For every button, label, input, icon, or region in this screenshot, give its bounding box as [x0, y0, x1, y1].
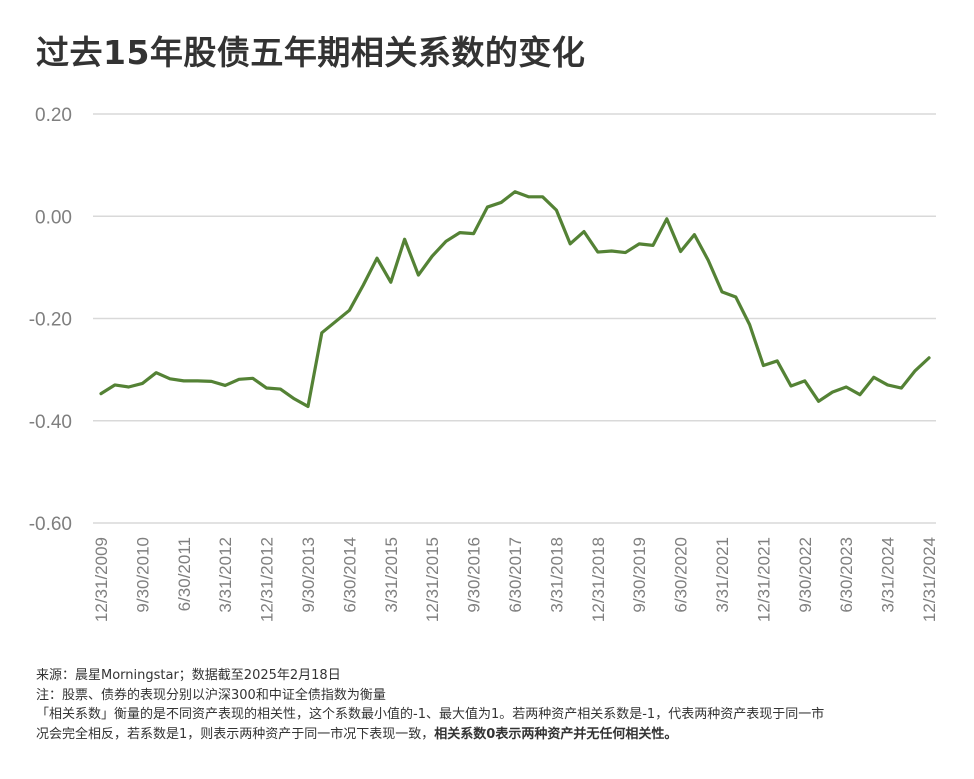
x-tick-label: 3/31/2012 — [216, 537, 235, 613]
x-tick-label: 12/31/2018 — [589, 537, 608, 622]
x-tick-label: 9/30/2016 — [465, 537, 484, 613]
y-tick-label: 0.00 — [35, 207, 72, 228]
x-tick-label: 12/31/2012 — [258, 537, 277, 622]
x-tick-label: 6/30/2020 — [672, 537, 691, 613]
series-line — [99, 190, 931, 409]
definition-note-text: 况会完全相反，若系数是1，则表示两种资产于同一市况下表现一致， — [36, 726, 435, 742]
x-tick-label: 6/30/2023 — [837, 537, 856, 613]
x-tick-label: 12/31/2024 — [920, 537, 939, 622]
x-tick-label: 3/31/2015 — [382, 537, 401, 613]
gridlines — [93, 113, 936, 524]
series-group — [99, 190, 931, 409]
x-axis-ticks: 12/31/2009 9/30/2010 6/30/2011 3/31/2012 12/… — [92, 537, 939, 622]
line-chart: 0.20 0.00 -0.20 -0.40 -0.60 12/31/2009 9/30/2… — [29, 105, 939, 622]
y-tick-label: -0.40 — [29, 412, 72, 433]
x-tick-label: 9/30/2022 — [796, 537, 815, 613]
y-tick-label: 0.20 — [35, 105, 72, 126]
source-note: 来源：晨星Morningstar；数据截至2025年2月18日 — [36, 668, 341, 683]
x-tick-label: 12/31/2021 — [754, 537, 773, 622]
definition-note-line-2: 况会完全相反，若系数是1，则表示两种资产于同一市况下表现一致，相关系数0表示两种… — [36, 725, 946, 745]
x-tick-label: 9/30/2013 — [299, 537, 318, 613]
x-tick-label: 12/31/2009 — [92, 537, 111, 622]
x-tick-label: 6/30/2014 — [340, 537, 359, 613]
index-note: 注：股票、债券的表现分别以沪深300和中证全债指数为衡量 — [36, 687, 386, 703]
x-tick-label: 3/31/2024 — [879, 537, 898, 613]
y-axis-ticks: 0.20 0.00 -0.20 -0.40 -0.60 — [29, 105, 72, 535]
x-tick-label: 12/31/2015 — [423, 537, 442, 622]
x-tick-label: 6/30/2011 — [175, 537, 194, 611]
definition-note-bold: 相关系数0表示两种资产并无任何相关性。 — [434, 726, 678, 742]
x-tick-label: 3/31/2021 — [713, 537, 732, 613]
x-tick-label: 3/31/2018 — [547, 537, 566, 613]
x-tick-label: 6/30/2017 — [506, 537, 525, 613]
y-tick-label: -0.60 — [29, 514, 72, 535]
x-tick-label: 9/30/2019 — [630, 537, 649, 613]
chart-notes: 来源：晨星Morningstar；数据截至2025年2月18日 注：股票、债券的… — [36, 666, 946, 744]
x-tick-label: 9/30/2010 — [133, 537, 152, 613]
definition-note-line-1: 「相关系数」衡量的是不同资产表现的相关性，这个系数最小值的-1、最大值为1。若两… — [36, 707, 825, 722]
y-tick-label: -0.20 — [29, 310, 72, 331]
chart-title: 过去15年股债五年期相关系数的变化 — [36, 33, 586, 72]
